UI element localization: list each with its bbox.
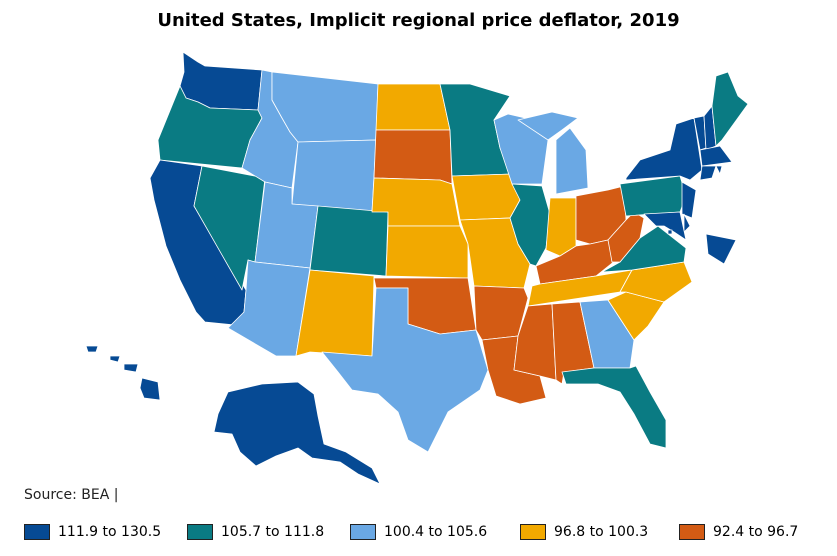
legend-swatch	[520, 524, 546, 540]
legend-item: 92.4 to 96.7	[679, 524, 798, 540]
state-wy[interactable]	[291, 139, 377, 213]
state-in[interactable]	[545, 197, 577, 257]
state-wv[interactable]	[607, 211, 645, 263]
legend-label: 96.8 to 100.3	[554, 524, 649, 540]
state-dc[interactable]	[667, 229, 673, 235]
state-hi[interactable]	[85, 345, 161, 401]
state-il[interactable]	[509, 183, 551, 267]
state-mi[interactable]	[517, 111, 589, 195]
state-ri[interactable]	[715, 165, 723, 175]
state-nm[interactable]	[295, 269, 375, 357]
state-ia[interactable]	[451, 173, 521, 221]
legend-item: 111.9 to 130.5	[24, 524, 161, 540]
state-sc[interactable]	[607, 291, 665, 341]
state-ma[interactable]	[699, 145, 733, 167]
state-ny[interactable]	[625, 117, 703, 181]
state-me[interactable]	[711, 71, 749, 147]
legend-item: 96.8 to 100.3	[520, 524, 648, 540]
legend-item: 105.7 to 111.8	[187, 524, 324, 540]
legend-label: 111.9 to 130.5	[58, 524, 162, 540]
state-delmarva	[705, 233, 737, 265]
state-de[interactable]	[683, 213, 691, 233]
legend-label: 92.4 to 96.7	[713, 524, 799, 540]
legend-swatch	[679, 524, 705, 540]
source-note: Source: BEA |	[24, 487, 119, 503]
state-sd[interactable]	[373, 129, 453, 185]
state-tx[interactable]	[321, 287, 489, 453]
state-ct[interactable]	[699, 165, 717, 181]
state-fl[interactable]	[561, 365, 667, 449]
legend-swatch	[350, 524, 376, 540]
state-pa[interactable]	[619, 175, 687, 217]
legend-label: 105.7 to 111.8	[221, 524, 325, 540]
state-nj[interactable]	[681, 181, 697, 219]
legend-label: 100.4 to 105.6	[384, 524, 488, 540]
legend-swatch	[24, 524, 50, 540]
state-ks[interactable]	[385, 225, 469, 279]
state-ak[interactable]	[213, 381, 381, 485]
map-title: United States, Implicit regional price d…	[157, 10, 680, 31]
legend-swatch	[187, 524, 213, 540]
state-co[interactable]	[309, 205, 389, 277]
state-ga[interactable]	[579, 299, 635, 369]
state-nd[interactable]	[375, 83, 451, 131]
legend-item: 100.4 to 105.6	[350, 524, 487, 540]
state-md[interactable]	[643, 211, 687, 241]
state-wi[interactable]	[493, 113, 549, 185]
